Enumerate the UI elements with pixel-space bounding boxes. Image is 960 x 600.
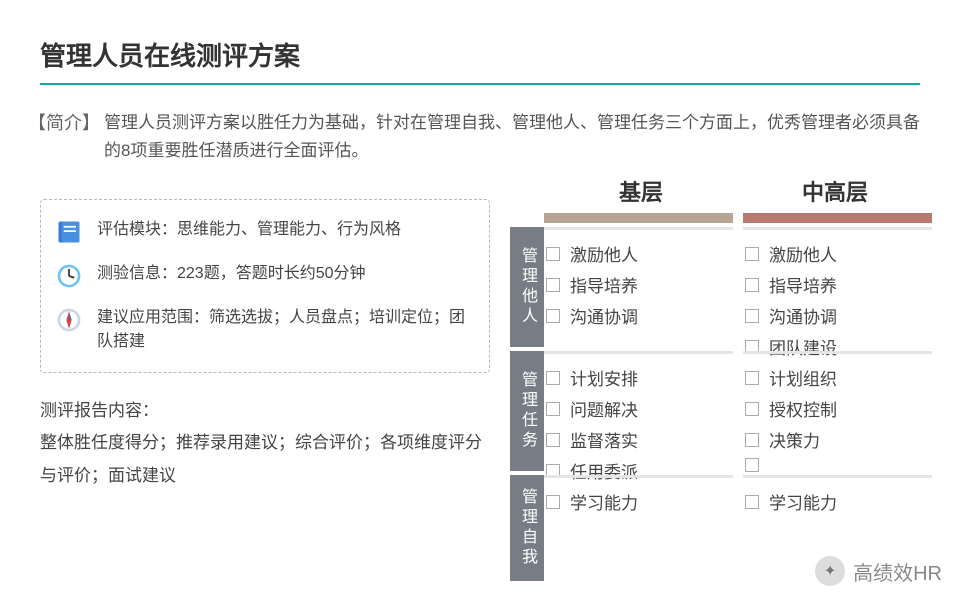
- clock-icon: [55, 262, 83, 290]
- checkbox-icon: [546, 495, 560, 509]
- checklist-label: 沟通协调: [570, 303, 638, 328]
- category-label: 管理他人: [510, 227, 544, 351]
- compass-icon: [55, 306, 83, 334]
- report-body: 整体胜任度得分；推荐录用建议；综合评价；各项维度评分与评价；面试建议: [40, 427, 490, 492]
- competency-grid: 基层 中高层 管理他人管理任务管理自我 激励他人指导培养沟通协调计划安排问题解决监…: [510, 175, 932, 585]
- checkbox-icon: [745, 309, 759, 323]
- checklist-item: 计划安排: [546, 362, 727, 393]
- checklist-item: 问题解决: [546, 393, 727, 424]
- report-block: 测评报告内容： 整体胜任度得分；推荐录用建议；综合评价；各项维度评分与评价；面试…: [40, 395, 490, 492]
- checkbox-icon: [546, 278, 560, 292]
- intro-text: 管理人员测评方案以胜任力为基础，针对在管理自我、管理他人、管理任务三个方面上，优…: [104, 109, 920, 165]
- checklist-label: 决策力: [769, 427, 820, 452]
- checklist-item: [745, 455, 926, 475]
- checklist-label: 激励他人: [570, 241, 638, 266]
- grid-cell: 激励他人指导培养沟通协调团队建设: [743, 227, 932, 351]
- checklist-label: 授权控制: [769, 396, 837, 421]
- info-row-text: 评估模块：思维能力、管理能力、行为风格: [97, 218, 401, 242]
- checklist-label: 指导培养: [570, 272, 638, 297]
- checklist-item: 指导培养: [745, 269, 926, 300]
- wechat-icon: ✦: [815, 556, 845, 586]
- title-underline: [40, 83, 920, 85]
- grid-cell: 学习能力: [544, 475, 733, 585]
- category-label: 管理任务: [510, 351, 544, 475]
- checklist-item: 沟通协调: [546, 300, 727, 331]
- checklist-label: 学习能力: [769, 489, 837, 514]
- col-bar-basic: [544, 213, 733, 223]
- watermark: ✦ 高绩效HR: [815, 556, 942, 586]
- checklist-item: 授权控制: [745, 393, 926, 424]
- checkbox-icon: [745, 278, 759, 292]
- checkbox-icon: [745, 495, 759, 509]
- checkbox-icon: [745, 402, 759, 416]
- page-title: 管理人员在线测评方案: [40, 36, 920, 73]
- checklist-item: 计划组织: [745, 362, 926, 393]
- grid-cell: 计划组织授权控制决策力: [743, 351, 932, 475]
- checklist-item: 指导培养: [546, 269, 727, 300]
- checklist-label: 问题解决: [570, 396, 638, 421]
- checklist-item: 激励他人: [745, 238, 926, 269]
- checklist-item: 学习能力: [546, 486, 727, 517]
- checkbox-icon: [745, 247, 759, 261]
- checklist-item: 沟通协调: [745, 300, 926, 331]
- checklist-item: 监督落实: [546, 424, 727, 455]
- col-header-basic: 基层: [544, 175, 738, 213]
- checklist-label: 计划安排: [570, 365, 638, 390]
- checklist-label: 指导培养: [769, 272, 837, 297]
- info-box: 评估模块：思维能力、管理能力、行为风格 测验信息：223题，答题时长约50分钟 …: [40, 199, 490, 373]
- checkbox-icon: [546, 433, 560, 447]
- checklist-item: 学习能力: [745, 486, 926, 517]
- checklist-label: 计划组织: [769, 365, 837, 390]
- checkbox-icon: [546, 371, 560, 385]
- report-heading: 测评报告内容：: [40, 395, 490, 427]
- book-icon: [55, 218, 83, 246]
- checklist-label: 学习能力: [570, 489, 638, 514]
- col-header-senior: 中高层: [738, 175, 932, 213]
- grid-cell: 计划安排问题解决监督落实任用委派: [544, 351, 733, 475]
- checkbox-icon: [546, 247, 560, 261]
- info-row-text: 建议应用范围：筛选选拔；人员盘点；培训定位；团队搭建: [97, 306, 471, 354]
- info-row-text: 测验信息：223题，答题时长约50分钟: [97, 262, 366, 286]
- checklist-label: 沟通协调: [769, 303, 837, 328]
- checklist-item: 激励他人: [546, 238, 727, 269]
- checklist-label: 监督落实: [570, 427, 638, 452]
- watermark-text: 高绩效HR: [853, 557, 942, 586]
- col-bar-senior: [743, 213, 932, 223]
- intro-label: 【简介】: [28, 109, 104, 135]
- grid-cell: 激励他人指导培养沟通协调: [544, 227, 733, 351]
- checkbox-icon: [745, 371, 759, 385]
- checkbox-icon: [745, 458, 759, 472]
- checkbox-icon: [546, 402, 560, 416]
- checkbox-icon: [546, 309, 560, 323]
- checklist-label: 激励他人: [769, 241, 837, 266]
- checkbox-icon: [745, 433, 759, 447]
- category-label: 管理自我: [510, 475, 544, 585]
- checklist-item: 决策力: [745, 424, 926, 455]
